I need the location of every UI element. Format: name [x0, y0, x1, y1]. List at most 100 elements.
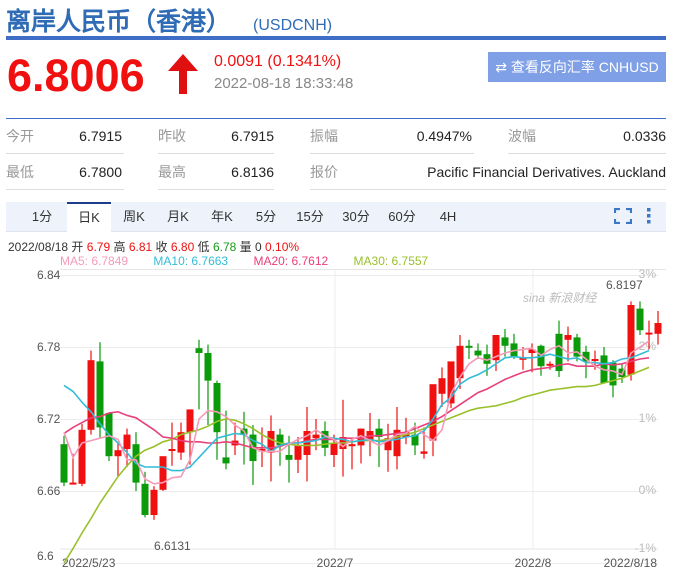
stats-row-2: 最低 6.7800 最高 6.8136 报价 Pacific Financial…: [6, 155, 666, 191]
title-divider: [6, 36, 666, 40]
ma20-line: [63, 357, 650, 449]
candle-body: [195, 348, 203, 353]
candle-body: [150, 489, 158, 515]
divider: [158, 189, 274, 190]
current-price: 6.8006: [7, 50, 145, 101]
stats-row-1: 今开 6.7915 昨收 6.7915 振幅 0.4947% 波幅 0.0336: [6, 119, 666, 155]
close-value: 6.80: [170, 240, 195, 254]
candle-body: [654, 323, 662, 334]
pct-tick-label: 3%: [639, 267, 657, 281]
page-title: 离岸人民币（香港）: [6, 8, 232, 36]
divider: [310, 153, 474, 154]
tab-15min[interactable]: 15分: [296, 209, 324, 224]
tab-yearly-k[interactable]: 年K: [211, 209, 233, 224]
stat-value-prev-close: 6.7915: [231, 128, 274, 144]
stats-table: 今开 6.7915 昨收 6.7915 振幅 0.4947% 波幅 0.0336…: [6, 118, 666, 191]
reverse-rate-button[interactable]: ⇄ 查看反向汇率 CNHUSD: [488, 52, 666, 82]
candle-body: [564, 335, 572, 340]
candle-body: [285, 455, 293, 460]
divider: [6, 189, 124, 190]
high-label: 高: [113, 240, 126, 254]
stat-value-low: 6.7800: [79, 164, 122, 180]
stat-label-low: 最低: [6, 164, 34, 180]
tab-30min[interactable]: 30分: [342, 209, 370, 224]
candle-body: [213, 383, 221, 433]
candle-body: [267, 431, 275, 453]
fullscreen-icon[interactable]: [614, 208, 632, 224]
tab-daily-k[interactable]: 日K: [67, 202, 111, 233]
stat-label-range: 波幅: [508, 128, 536, 144]
x-tick-label: 2022/8/18: [604, 556, 658, 570]
candle-body: [177, 432, 185, 453]
tab-weekly-k[interactable]: 周K: [123, 209, 145, 224]
candle-body: [420, 451, 428, 454]
low-value: 6.78: [212, 240, 237, 254]
tab-4h[interactable]: 4H: [439, 209, 457, 224]
ma10-line: [63, 349, 650, 472]
y-tick-label: 6.78: [37, 340, 61, 354]
candle-body: [447, 361, 455, 404]
pct-tick-label: 1%: [639, 411, 657, 425]
candle-body: [429, 384, 437, 441]
tab-monthly-k[interactable]: 月K: [167, 209, 189, 224]
candle-body: [501, 337, 509, 346]
candle-body: [312, 434, 320, 439]
stat-value-high: 6.8136: [231, 164, 274, 180]
tab-60min[interactable]: 60分: [388, 209, 416, 224]
candle-body: [159, 456, 167, 490]
candle-body: [186, 409, 194, 433]
candle-body: [375, 428, 383, 437]
candle-body: [456, 345, 464, 379]
candle-body: [123, 434, 131, 449]
divider: [158, 153, 274, 154]
candlestick-chart[interactable]: 6.84 6.78 6.72 6.66 6.6 3% 2% 1% 0% -1% 2022/5/23 2…: [0, 262, 679, 571]
more-options-icon[interactable]: [646, 208, 652, 224]
volume-value: 0: [255, 240, 262, 254]
candle-body: [168, 449, 176, 451]
ma30-legend: MA30: 6.7557: [353, 254, 429, 268]
tooltip-date: 2022/08/18: [8, 240, 69, 254]
candle-body: [87, 360, 95, 430]
candle-body: [465, 345, 473, 348]
candle-body: [222, 457, 230, 464]
candle-body: [627, 305, 635, 375]
x-tick-label: 2022/7: [317, 556, 354, 570]
y-tick-label: 6.66: [37, 484, 61, 498]
volume-label: 量: [239, 240, 252, 254]
candle-body: [303, 431, 311, 455]
tab-1min[interactable]: 1分: [31, 209, 53, 224]
candle-body: [78, 429, 86, 484]
candle-body: [393, 429, 401, 457]
y-tick-label: 6.6: [37, 549, 54, 563]
ohlc-tooltip: 2022/08/18 开 6.79 高 6.81 收 6.80 低 6.78 量…: [8, 238, 299, 255]
stat-value-amplitude: 0.4947%: [416, 128, 472, 144]
stat-label-quote: 报价: [310, 164, 338, 180]
pct-tick-label: -1%: [635, 541, 657, 555]
candle-body: [294, 445, 302, 460]
close-label: 收: [155, 240, 168, 254]
candle-body: [411, 434, 419, 446]
open-value: 6.79: [86, 240, 111, 254]
candle-body: [528, 349, 536, 353]
watermark: sina 新浪财经: [523, 291, 598, 305]
candle-body: [69, 482, 77, 485]
stat-value-range: 0.0336: [623, 128, 666, 144]
stat-label-high: 最高: [158, 164, 186, 180]
ma10-legend: MA10: 6.7663: [153, 254, 229, 268]
ma30-line: [63, 366, 650, 564]
candle-body: [60, 444, 68, 483]
high-value: 6.81: [128, 240, 153, 254]
ma5-legend: MA5: 6.7849: [60, 254, 129, 268]
ma5-line: [63, 340, 650, 485]
x-tick-label: 2022/5/23: [62, 556, 116, 570]
open-label: 开: [71, 240, 84, 254]
timestamp: 2022-08-18 18:33:48: [214, 75, 354, 92]
y-tick-label: 6.84: [37, 268, 61, 282]
candle-body: [609, 362, 617, 386]
candle-body: [645, 332, 653, 335]
symbol-code: (USDCNH): [253, 17, 333, 34]
ma-legend: MA5: 6.7849 MA10: 6.7663 MA20: 6.7612 MA…: [60, 254, 450, 268]
period-tabs: 1分 日K 周K 月K 年K 5分 15分 30分 60分 4H: [6, 202, 666, 233]
tab-5min[interactable]: 5分: [255, 209, 277, 224]
candle-body: [96, 361, 104, 428]
